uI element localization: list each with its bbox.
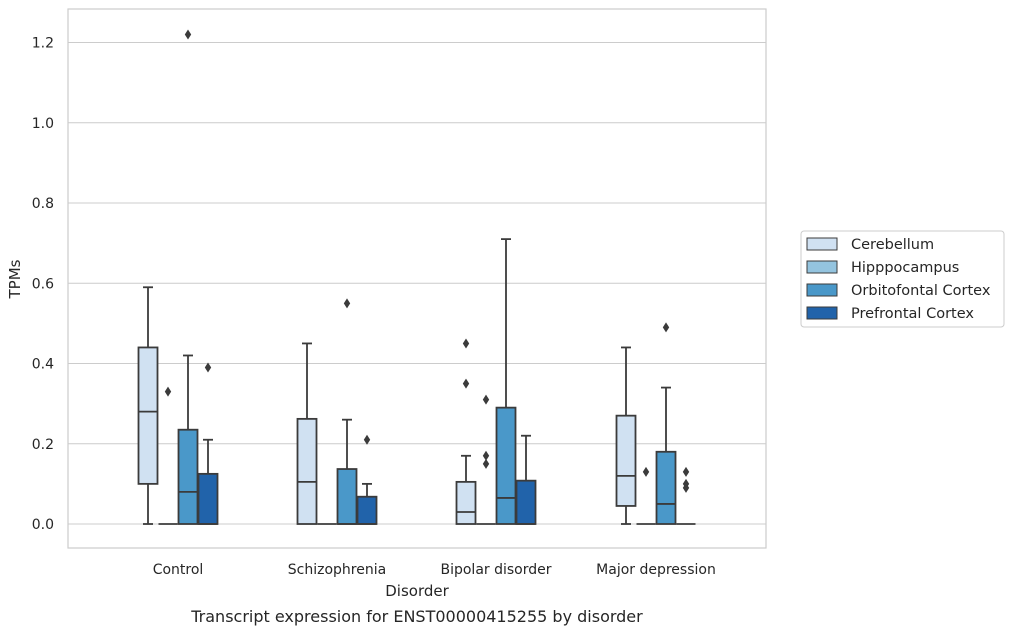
box-body	[655, 450, 677, 525]
box-body	[137, 346, 159, 485]
box	[636, 466, 656, 525]
outlier-point	[682, 482, 690, 493]
x-tick-label: Control	[153, 562, 204, 578]
box-body	[177, 428, 199, 525]
outlier-point	[184, 29, 192, 40]
legend-label: Hipppocampus	[851, 260, 959, 276]
plot-frame	[67, 8, 767, 549]
box-body	[197, 472, 219, 525]
box-body	[495, 406, 517, 525]
legend-frame	[800, 230, 1005, 328]
outlier-point	[642, 466, 650, 477]
x-tick-label: Schizophrenia	[288, 562, 386, 578]
legend: Cerebellum Hipppocampus Orbitofontal Corte…	[800, 230, 1005, 328]
box	[356, 434, 378, 525]
y-tick-label: 0.2	[32, 437, 54, 453]
box	[296, 342, 318, 525]
outlier-point	[482, 394, 490, 405]
legend-swatch	[806, 260, 838, 274]
box-body	[515, 479, 537, 525]
box-plot-series	[137, 29, 696, 525]
box	[177, 29, 199, 525]
box	[455, 338, 477, 525]
x-tick-label: Major depression	[596, 562, 716, 578]
chart-caption: Transcript expression for ENST0000041525…	[190, 607, 643, 626]
box	[476, 394, 496, 525]
box	[197, 362, 219, 525]
outlier-point	[462, 378, 470, 389]
box-body	[615, 414, 637, 507]
y-tick-label: 0.0	[32, 517, 54, 533]
series-hipppocampus	[158, 386, 656, 525]
box-body	[296, 417, 318, 525]
box	[158, 386, 178, 525]
box	[495, 238, 517, 525]
legend-swatch	[806, 237, 838, 251]
legend-label: Cerebellum	[851, 237, 934, 253]
legend-items: Cerebellum Hipppocampus Orbitofontal Corte…	[806, 237, 991, 322]
y-tick-label: 1.0	[32, 116, 54, 132]
legend-label: Orbitofontal Cortex	[851, 283, 991, 299]
y-tick-label: 1.2	[32, 36, 54, 52]
outlier-point	[164, 386, 172, 397]
outlier-point	[482, 458, 490, 469]
series-cerebellum	[137, 286, 637, 525]
y-axis-label: TPMs	[6, 259, 24, 299]
legend-swatch	[806, 306, 838, 320]
series-orbitofontal-cortex	[177, 29, 677, 525]
box	[336, 298, 358, 525]
y-tick-label: 0.6	[32, 276, 54, 292]
box	[655, 322, 677, 525]
box	[676, 466, 696, 525]
box-body	[455, 480, 477, 525]
outlier-point	[662, 322, 670, 333]
x-tick-label: Bipolar disorder	[440, 562, 551, 578]
outlier-point	[462, 338, 470, 349]
y-tick-label: 0.4	[32, 357, 54, 373]
box-body	[336, 468, 358, 525]
series-prefrontal-cortex	[197, 362, 696, 525]
outlier-point	[682, 466, 690, 477]
box	[515, 434, 537, 525]
x-axis-ticks: Control Schizophrenia Bipolar disorder Majo…	[153, 562, 716, 578]
legend-swatch	[806, 283, 838, 297]
y-axis-ticks: 0.0 0.2 0.4 0.6 0.8 1.0 1.2	[32, 36, 54, 534]
box	[615, 346, 637, 525]
outlier-point	[482, 450, 490, 461]
legend-label: Prefrontal Cortex	[851, 306, 974, 322]
y-tick-label: 0.8	[32, 196, 54, 212]
box	[137, 286, 159, 525]
outlier-point	[343, 298, 351, 309]
box-body	[356, 495, 378, 525]
x-axis-label: Disorder	[385, 582, 449, 600]
outlier-point	[204, 362, 212, 373]
outlier-point	[363, 434, 371, 445]
